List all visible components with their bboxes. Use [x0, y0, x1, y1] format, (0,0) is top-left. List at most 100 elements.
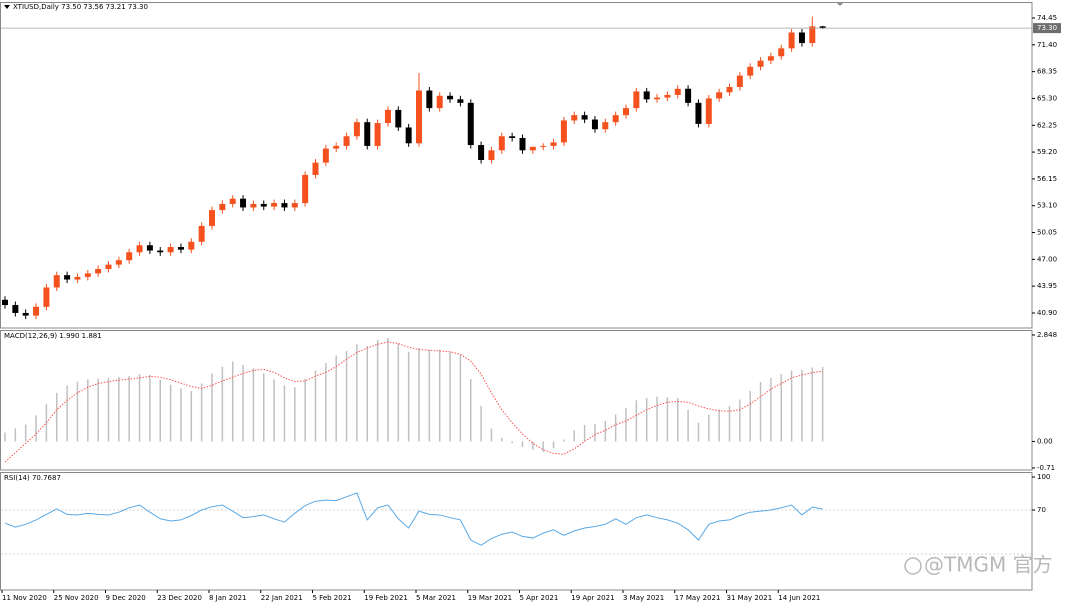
candle-body — [395, 109, 402, 128]
candle-body — [333, 145, 340, 149]
candle-body — [188, 241, 195, 250]
macd-bar — [480, 405, 482, 442]
candle-body — [384, 109, 391, 124]
candle-body — [695, 102, 702, 124]
candle-body — [343, 136, 350, 146]
candle-body — [95, 269, 102, 274]
macd-bar — [159, 379, 161, 442]
x-tick-label: 17 May 2021 — [675, 594, 721, 602]
macd-bar — [169, 384, 172, 442]
signal-line — [4, 341, 823, 463]
x-tick-label: 3 May 2021 — [623, 594, 664, 602]
candle-body — [633, 91, 640, 109]
macd-bar — [532, 441, 534, 450]
candle-body — [115, 260, 122, 265]
macd-bar — [66, 385, 68, 442]
macd-bar — [190, 390, 193, 442]
candle-body — [22, 312, 29, 316]
candle-body — [519, 138, 526, 151]
last-price-label: 73.30 — [1037, 24, 1057, 32]
x-tick-label: 5 Apr 2021 — [520, 594, 559, 602]
candle-body — [705, 98, 712, 124]
macd-bar — [490, 428, 493, 442]
macd-bar — [294, 387, 296, 442]
macd-bar — [770, 377, 772, 442]
candle-body — [581, 115, 588, 120]
macd-bar — [304, 379, 306, 442]
macd-bar — [149, 374, 151, 442]
macd-bar — [376, 339, 379, 442]
macd-bar — [459, 354, 462, 442]
candle-body — [405, 127, 412, 144]
candle-body — [736, 75, 743, 88]
y-tick-label: 100 — [1037, 473, 1050, 481]
macd-bar — [200, 383, 203, 442]
macd-bar — [35, 415, 37, 442]
candle-body — [778, 48, 785, 57]
macd-bar — [314, 370, 317, 442]
candle-body — [426, 90, 433, 109]
candle-body — [43, 287, 50, 307]
macd-bar — [470, 379, 472, 442]
candle-body — [229, 198, 236, 204]
macd-bar — [708, 414, 710, 442]
candle-body — [685, 88, 692, 103]
macd-panel — [0, 330, 1033, 471]
macd-bar — [542, 441, 544, 452]
macd-bar — [366, 346, 368, 442]
macd-bar — [677, 398, 679, 442]
macd-bar — [24, 424, 27, 442]
candle-body — [177, 247, 184, 250]
x-tick-label: 23 Dec 2020 — [157, 594, 202, 602]
candle-body — [364, 122, 371, 146]
price-panel — [0, 2, 1033, 329]
candle-body — [540, 145, 547, 147]
rsi-panel — [0, 472, 1033, 591]
macd-bar — [687, 409, 689, 442]
candle-body — [664, 94, 671, 98]
y-tick-label: 40.90 — [1037, 309, 1057, 317]
candle-body — [74, 276, 81, 280]
candle-body — [33, 306, 40, 316]
candle-body — [612, 115, 619, 123]
candle-body — [436, 95, 443, 109]
macd-bar — [438, 349, 441, 442]
y-tick-label: 68.35 — [1037, 68, 1057, 76]
macd-bar — [263, 373, 265, 442]
candle-body — [250, 203, 257, 208]
y-tick-label: -0.71 — [1037, 464, 1055, 472]
macd-bar — [211, 373, 213, 442]
candle-body — [209, 210, 215, 226]
macd-bar — [273, 379, 275, 442]
macd-bar — [594, 423, 596, 442]
macd-bar — [128, 376, 130, 442]
macd-bar — [739, 399, 741, 442]
candle-body — [509, 136, 516, 139]
macd-bar — [107, 377, 110, 442]
macd-bar — [811, 367, 814, 442]
macd-bar — [97, 378, 99, 442]
y-tick-label: 53.10 — [1037, 202, 1057, 210]
candle-body — [240, 198, 247, 208]
candle-body — [457, 99, 464, 103]
x-tick-label: 31 May 2021 — [727, 594, 773, 602]
x-tick-label: 11 Nov 2020 — [2, 594, 47, 602]
candle-body — [488, 150, 495, 160]
candle-body — [105, 264, 112, 270]
macd-bar — [76, 381, 79, 442]
candle-body — [302, 174, 309, 204]
macd-bar — [428, 349, 431, 442]
macd-bar — [573, 430, 575, 442]
macd-title: MACD(12,26,9) 1.990 1.881 — [4, 332, 102, 340]
macd-bar — [4, 432, 6, 442]
candle-body — [84, 273, 91, 277]
menu-arrow[interactable] — [4, 5, 10, 9]
y-tick-label: 59.20 — [1037, 148, 1057, 156]
x-tick-label: 25 Nov 2020 — [54, 594, 99, 602]
y-tick-label: 50.05 — [1037, 229, 1057, 237]
x-tick-label: 5 Feb 2021 — [313, 594, 352, 602]
rsi-line — [4, 492, 823, 546]
macd-bar — [728, 405, 731, 442]
macd-bar — [180, 388, 182, 442]
